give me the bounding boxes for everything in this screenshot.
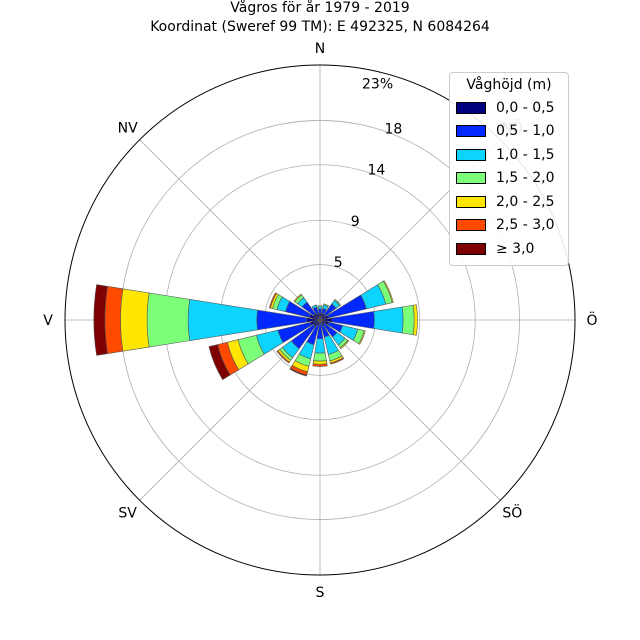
radial-tick-label: 5 xyxy=(334,255,343,271)
legend-label: 0,0 - 0,5 xyxy=(496,99,555,116)
rose-bar-nv-5 xyxy=(293,293,303,303)
compass-label-v: V xyxy=(43,313,53,329)
rose-bar-s-3 xyxy=(314,338,326,354)
legend-entry: ≥ 3,0 xyxy=(456,237,562,261)
compass-label-nv: NV xyxy=(118,121,138,137)
legend-title: Våghöjd (m) xyxy=(466,77,552,93)
radial-tick-label: 14 xyxy=(367,163,385,179)
legend-swatch xyxy=(456,125,486,138)
legend-swatch xyxy=(456,148,486,161)
legend-entries: 0,0 - 0,5 0,5 - 1,0 1,0 - 1,5 1,5 - 2,0 2,0 … xyxy=(456,96,562,261)
compass-label-n: N xyxy=(315,41,325,57)
radial-tick-label: 18 xyxy=(384,122,402,138)
rose-bar-s-6 xyxy=(312,363,328,367)
legend-entry: 0,5 - 1,0 xyxy=(456,120,562,144)
legend-swatch xyxy=(456,242,486,255)
rose-bar-v-5 xyxy=(120,288,150,352)
polar-outline xyxy=(64,64,576,576)
rose-bar-ö-3 xyxy=(373,306,404,334)
legend-swatch xyxy=(456,172,486,185)
rose-bar-v-3 xyxy=(187,299,258,341)
rose-bar-v-4 xyxy=(146,292,191,348)
rose-bar-ssv-7 xyxy=(289,367,308,377)
compass-label-sv: SV xyxy=(118,505,137,521)
rose-bar-ösö-5 xyxy=(358,330,366,345)
rose-bar-v-7 xyxy=(93,284,108,356)
legend-label: ≥ 3,0 xyxy=(496,240,535,257)
legend-entry: 1,5 - 2,0 xyxy=(456,167,562,191)
rose-bar-ö-5 xyxy=(412,304,418,336)
rose-bar-v-6 xyxy=(104,286,124,354)
rose-bar-vsv-7 xyxy=(208,344,231,381)
compass-label-s: S xyxy=(316,585,325,601)
angular-gridline xyxy=(319,319,501,501)
rose-bar-nö-4 xyxy=(333,298,342,307)
rose-bar-ssö-6 xyxy=(329,357,345,365)
legend-swatch xyxy=(456,219,486,232)
chart-title: Vågros för år 1979 - 2019 xyxy=(230,0,410,16)
legend-entry: 2,0 - 2,5 xyxy=(456,190,562,214)
rose-bar-sv-6 xyxy=(276,350,290,364)
rose-bar-n-2 xyxy=(317,308,323,314)
legend-entry: 0,0 - 0,5 xyxy=(456,96,562,120)
legend-label: 1,5 - 2,0 xyxy=(496,170,555,187)
chart-subtitle: Koordinat (Sweref 99 TM): E 492325, N 60… xyxy=(150,19,490,35)
rose-bar-nnv-3 xyxy=(311,304,318,310)
legend-entry: 2,5 - 3,0 xyxy=(456,214,562,238)
rose-bar-sö-5 xyxy=(339,339,350,350)
legend-swatch xyxy=(456,195,486,208)
rose-bar-s-4 xyxy=(313,352,327,362)
radial-max-label: 23% xyxy=(362,76,393,92)
compass-label-ö: Ö xyxy=(586,311,597,329)
rose-bar-vnv-6 xyxy=(268,292,277,309)
legend-label: 2,5 - 3,0 xyxy=(496,217,555,234)
rose-bar-önö-5 xyxy=(382,280,394,304)
legend: Våghöjd (m) 0,0 - 0,5 0,5 - 1,0 1,0 - 1,5 1… xyxy=(449,72,569,266)
rose-bar-n-4 xyxy=(317,305,323,308)
legend-label: 2,0 - 2,5 xyxy=(496,193,555,210)
radial-tick-label: 9 xyxy=(351,214,360,230)
rose-bar-s-5 xyxy=(312,360,328,365)
rose-bar-nnö-4 xyxy=(323,303,330,308)
legend-label: 1,0 - 1,5 xyxy=(496,146,555,163)
rose-bar-ö-4 xyxy=(401,304,415,336)
legend-entry: 1,0 - 1,5 xyxy=(456,143,562,167)
legend-label: 0,5 - 1,0 xyxy=(496,123,555,140)
legend-swatch xyxy=(456,101,486,114)
compass-label-sö: SÖ xyxy=(502,503,522,521)
angular-gridline xyxy=(139,139,321,321)
